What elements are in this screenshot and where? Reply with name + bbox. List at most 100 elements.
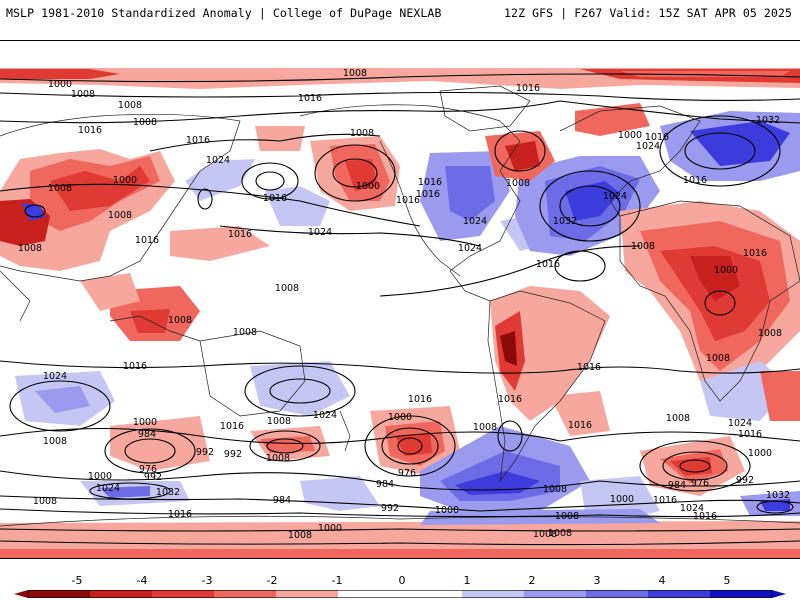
isobar-label: 1008 xyxy=(43,436,67,447)
positive-anomaly-region xyxy=(100,486,150,498)
colorbar-segment xyxy=(648,590,711,598)
colorbar-segment xyxy=(462,590,525,598)
isobar-label: 984 xyxy=(138,429,156,440)
model-valid-time: 12Z GFS | F267 Valid: 15Z SAT APR 05 202… xyxy=(504,6,792,20)
coastline-north-america-west xyxy=(379,140,461,277)
colorbar xyxy=(14,590,786,598)
negative-anomaly-region xyxy=(110,416,210,471)
isobar-label: 1032 xyxy=(553,216,577,227)
negative-anomaly-region xyxy=(0,549,800,558)
isobar-label: 1008 xyxy=(548,528,572,539)
isobar-label: 1008 xyxy=(288,530,312,541)
map-title: MSLP 1981-2010 Standardized Anomaly | Co… xyxy=(6,6,442,20)
isobar-label: 1000 xyxy=(88,471,112,482)
negative-anomaly-region xyxy=(760,371,800,421)
isobar-label: 1016 xyxy=(263,193,287,204)
colorbar-tick-label: 0 xyxy=(398,574,406,587)
isobar-contours xyxy=(0,73,800,546)
isobar-label: 1000 xyxy=(714,265,738,276)
isobar-label: 1000 xyxy=(748,448,772,459)
isobar-label: 1008 xyxy=(118,100,142,111)
colorbar-segment xyxy=(400,590,463,598)
isobar-label: 976 xyxy=(139,464,157,475)
coastlines xyxy=(0,85,800,527)
negative-anomaly-region xyxy=(500,331,517,366)
isobar-label: 1000 xyxy=(356,181,380,192)
positive-anomaly-region xyxy=(300,476,380,511)
colorbar-segment xyxy=(586,590,649,598)
colorbar-tick-label: 2 xyxy=(528,574,536,587)
coastline-europe xyxy=(559,105,701,217)
isobar-label: 1016 xyxy=(416,189,440,200)
isobar-label: 1008 xyxy=(555,511,579,522)
isobar-label: 1016 xyxy=(408,394,432,405)
coastline-greenland xyxy=(439,85,531,132)
negative-anomaly-region xyxy=(505,141,540,171)
isobar-label: 1008 xyxy=(473,422,497,433)
colorbar-tick-label: 4 xyxy=(658,574,666,587)
isobar-label: 1016 xyxy=(683,175,707,186)
isobar-label: 1008 xyxy=(350,128,374,139)
isobar-label: 1008 xyxy=(33,496,57,507)
negative-anomaly-region xyxy=(80,273,140,311)
isobar-label: 1016 xyxy=(228,229,252,240)
isobar-label: 1008 xyxy=(631,241,655,252)
negative-anomaly-region xyxy=(0,69,120,79)
isobar-label: 1024 xyxy=(636,141,660,152)
coastline-indonesia xyxy=(109,315,201,342)
coastline-antarctica xyxy=(0,515,800,527)
isobar-label: 1016 xyxy=(653,495,677,506)
colorbar-segment xyxy=(276,590,339,598)
isobar-label: 1016 xyxy=(536,259,560,270)
colorbar-tick-label: -4 xyxy=(136,574,148,587)
isobar-label: 1008 xyxy=(543,484,567,495)
coastline-new-zealand xyxy=(339,410,351,452)
isobar-label: 992 xyxy=(224,449,242,460)
isobar-label: 1024 xyxy=(206,155,230,166)
negative-anomaly-region xyxy=(170,226,270,261)
isobar-labels: 1008 1000 1008 1008 1016 1008 1016 1024 … xyxy=(18,68,790,541)
colorbar-arrow-low xyxy=(14,590,28,598)
isobar-label: 992 xyxy=(736,475,754,486)
colorbar-segment xyxy=(152,590,215,598)
negative-anomaly-region xyxy=(0,521,800,558)
colorbar-segment xyxy=(524,590,587,598)
isobar-label: 1008 xyxy=(233,327,257,338)
isobar-label: 1032 xyxy=(766,490,790,501)
colorbar-tick-label: -1 xyxy=(331,574,343,587)
colorbar-segment xyxy=(710,590,773,598)
isobar-label: 1024 xyxy=(308,227,332,238)
coastline-south-america xyxy=(487,290,606,483)
isobar-label: 1016 xyxy=(568,420,592,431)
isobar-label: 1008 xyxy=(666,413,690,424)
anomaly-shading xyxy=(0,68,800,558)
isobar-label: 1016 xyxy=(516,83,540,94)
isobar-label: 1008 xyxy=(18,243,42,254)
isobar-label: 1008 xyxy=(71,89,95,100)
negative-anomaly-region xyxy=(690,256,740,301)
isobar-label: 1000 xyxy=(618,130,642,141)
isobar-label: 1024 xyxy=(728,418,752,429)
positive-anomaly-region xyxy=(265,186,330,226)
isobar-label: 1024 xyxy=(43,371,67,382)
isobar-label: 1008 xyxy=(275,283,299,294)
isobar-label: 1016 xyxy=(78,125,102,136)
isobar-label: 1000 xyxy=(48,79,72,90)
isobar-label: 1008 xyxy=(267,416,291,427)
coastline-asia xyxy=(0,113,241,282)
colorbar-tick-label: -2 xyxy=(266,574,278,587)
isobar-label: 984 xyxy=(376,479,394,490)
isobar-label: 1024 xyxy=(463,216,487,227)
positive-anomaly-region xyxy=(445,166,495,221)
isobar-label: 1016 xyxy=(135,235,159,246)
negative-anomaly-region xyxy=(50,166,150,211)
isobar-label: 1024 xyxy=(458,243,482,254)
isobar-label: 1032 xyxy=(756,115,780,126)
isobar-label: 1016 xyxy=(738,429,762,440)
colorbar-frame xyxy=(27,590,773,598)
colorbar-segment xyxy=(28,590,91,598)
isobar-label: 992 xyxy=(196,447,214,458)
isobar-label: 1016 xyxy=(123,361,147,372)
colorbar-tick-label: 5 xyxy=(723,574,731,587)
isobar-label: 1016 xyxy=(498,394,522,405)
